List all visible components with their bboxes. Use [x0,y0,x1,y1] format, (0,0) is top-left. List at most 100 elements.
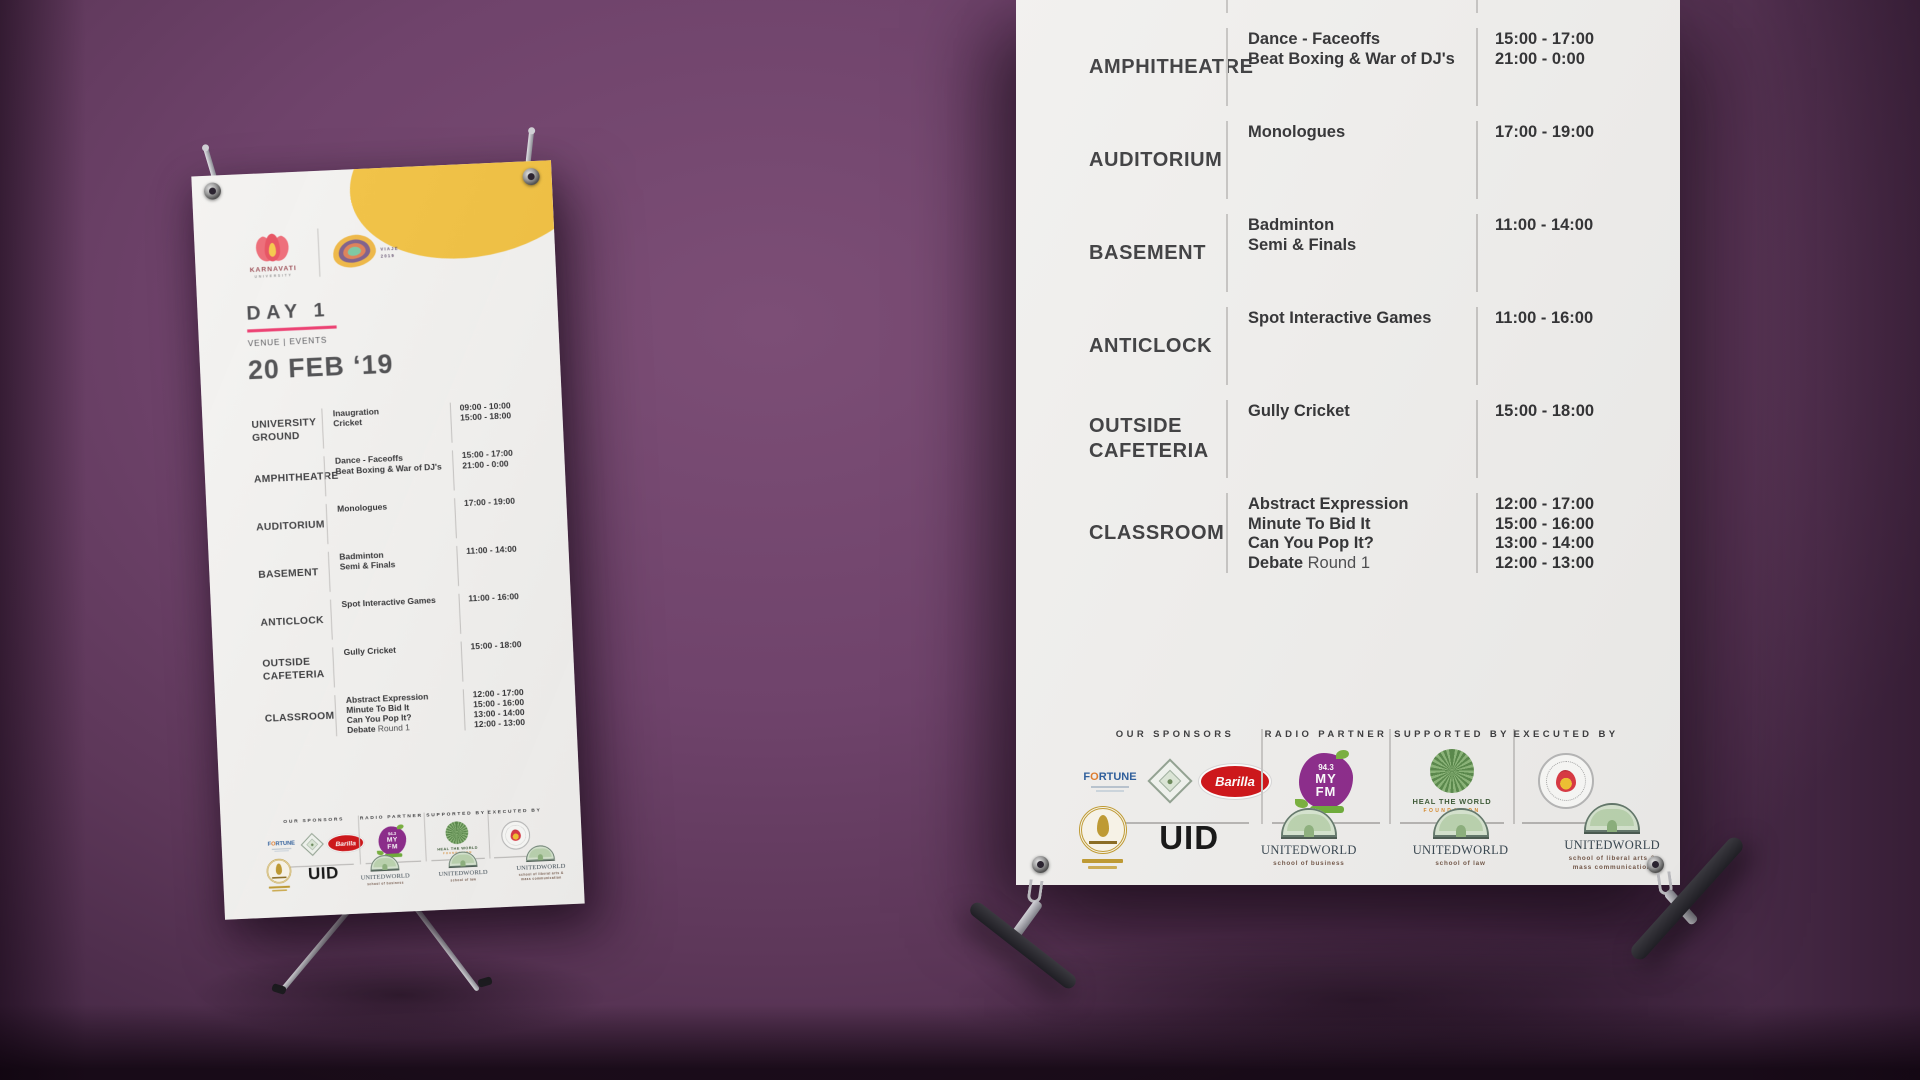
my-fm-wordmark: FM [1315,784,1337,799]
university-subtitle: UNIVERSITY [254,273,293,279]
event-name-bold: Debate [1248,553,1304,572]
left-banner-standee: KARNAVATI UNIVERSITY VIAJE 2019 DAY 1 VE… [191,130,585,920]
sponsor-logos [1538,748,1594,814]
schedule-row: BASEMENT Badminton Semi & Finals 11:00 - 14… [1089,214,1636,292]
unitedworld-wordmark: UNITEDWORLD [1564,838,1660,852]
left-banner-surface: KARNAVATI UNIVERSITY VIAJE 2019 DAY 1 VE… [191,160,585,920]
uid-logo: UID [1159,818,1220,856]
barilla-logo: Barilla [1199,763,1271,799]
times-cell: 17:00 - 19:00 [454,494,539,539]
time-range: 11:00 - 14:00 [466,544,517,556]
unitedworld-arch-icon [525,844,556,861]
schedule-row: OUTSIDE CAFETERIA Gully Cricket 15:00 - 18:… [1089,400,1636,478]
seal-lotus-icon [510,829,522,842]
event-name: Debate Round 1 [1248,554,1476,574]
diamond-emblem-dot [310,842,315,847]
diamond-emblem-logo [300,832,324,857]
schedule-row: BASEMENT Badminton Semi & Finals 11:00 - 14… [257,542,541,595]
venue-cell: CLASSROOM [1089,493,1226,573]
event-name: Monologues [1248,123,1346,141]
venue-cell: OUTSIDE CAFETERIA [262,647,334,690]
unitedworld-wordmark: UNITEDWORLD [1412,842,1509,857]
time-range: 13:00 - 14:00 [1495,534,1595,553]
diamond-emblem-inner [1158,769,1182,793]
unitedworld-law-logo: UNITEDWORLD school of law [1399,807,1523,868]
karnavati-crest-logo [1074,806,1131,870]
my-fm-logo: 94.3 MY FM [1295,750,1353,813]
unitedworld-business-logo: UNITEDWORLD school of business [1247,807,1371,868]
unitedworld-arch-base [1280,836,1337,839]
unitedworld-arch-icon [1432,807,1489,837]
fortune-logo: FORTUNE [1079,771,1141,792]
right-banner-surface: KARNAVATI UNIVERSITY VIAJE 2019 DAY 1 VE… [1016,0,1680,885]
karnavati-crest-logo [264,858,295,892]
unitedworld-arch-icon [1584,803,1641,832]
leaf-icon [1336,750,1349,759]
hanging-pin [525,130,535,164]
sponsor-group-label: RADIO PARTNER [1264,729,1388,740]
heal-the-world-wordmark: HEAL THE WORLD [1412,796,1492,806]
unitedworld-wordmark: UNITEDWORLD [1261,842,1357,857]
fortune-wordmark: FORTUNE [267,839,296,848]
schedule-row: ANTICLOCK Spot Interactive Games 11:00 - 1… [260,590,543,643]
karnavati-seal-logo [1538,753,1594,809]
schedule-row: AUDITORIUM Monologues 17:00 - 19:00 [255,494,539,547]
sponsor-logos: HEAL THE WORLDFOUNDATION [1413,748,1492,814]
my-fm-wordmark: FM [387,842,399,851]
crest-text-bar [1088,866,1118,870]
venue-name: AUDITORIUM [255,518,325,533]
times-cell: 15:00 - 18:00 [1476,400,1636,478]
venue-name: AUDITORIUM [1089,148,1223,171]
sponsor-group-label: EXECUTED BY [1513,729,1619,740]
event-name-regular: Round 1 [375,723,411,734]
venue-cell: BASEMENT [257,552,329,595]
my-fm-tagline-bar [1310,806,1344,813]
schedule-row: CLASSROOM Abstract Expression Minute To Bi… [1089,493,1636,574]
venue-cell: OUTSIDE CAFETERIA [1089,400,1226,478]
barilla-wordmark: Barilla [335,838,357,848]
uid-logo: UID [307,862,340,884]
date-title: 20 FEB ‘19 [247,349,395,386]
karnavati-university-logo: KARNAVATI UNIVERSITY [239,230,306,279]
viaje-2019-logo: VIAJE 2019 [330,231,400,271]
events-cell: Monologues [1226,121,1476,199]
fortune-subtext-bar [274,849,289,852]
events-cell: Abstract Expression Minute To Bid It Can Y… [334,689,465,737]
event-name: Gully Cricket [1248,402,1350,420]
time-range: 15:00 - 16:00 [1495,514,1595,533]
logo-divider [317,228,321,277]
sponsor-group: OUR SPONSORS FORTUNE Barilla [1083,729,1271,824]
unitedworld-arch-icon [1280,807,1337,837]
times-cell: 15:00 - 18:00 [460,637,545,682]
sponsor-group-label: OUR SPONSORS [283,816,345,825]
unitedworld-arch-base [1432,836,1489,839]
venue-name: ANTICLOCK [1089,334,1213,357]
seal-lotus-icon [1556,770,1576,792]
leaf-icon [396,824,404,830]
sponsor-logos: FORTUNE Barilla [1079,748,1271,814]
schedule-row: AMPHITHEATRE Dance - Faceoffs Beat Boxing … [1089,28,1636,106]
time-range: 12:00 - 13:00 [473,717,526,730]
time-range: 15:00 - 18:00 [1495,402,1595,420]
schedule-row: OUTSIDE CAFETERIA Gully Cricket 15:00 - 18:… [262,637,545,691]
venue-name: CAFETERIA [1089,440,1209,462]
heal-the-world-logo: HEAL THE WORLDFOUNDATION [1412,748,1492,814]
times-cell: 15:00 - 17:00 21:00 - 0:00 [451,446,536,491]
time-range: 11:00 - 14:00 [1495,216,1594,234]
unitedworld-school-name: school of liberal arts & mass communicati… [1568,855,1656,872]
venue-cell: AMPHITHEATRE [1089,28,1253,106]
venue-cell: AUDITORIUM [255,504,327,547]
banner-design: KARNAVATI UNIVERSITY VIAJE 2019 DAY 1 VE… [191,160,585,920]
schedule-row: CLASSROOM Abstract Expression Minute To Bi… [264,685,547,740]
sponsor-group-underline [1101,822,1249,824]
events-cell: Dance - Faceoffs Beat Boxing & War of DJ'… [323,450,454,497]
schedule-row: AMPHITHEATRE Dance - Faceoffs Beat Boxing … [253,446,536,500]
venue-events-subtitle: VENUE | EVENTS [247,336,328,349]
sponsor-group: EXECUTED BY [1513,729,1617,824]
events-cell: Spot Interactive Games [1226,307,1476,385]
